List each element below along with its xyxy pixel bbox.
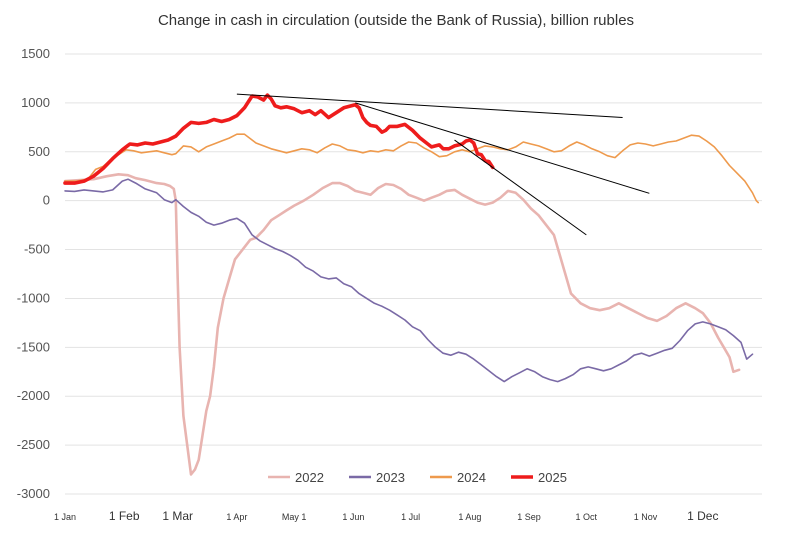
y-axis: 1500 1000 500 0 -500 -1000 -1500 -2000 -2500 -300… (17, 46, 50, 501)
legend-label-2025: 2025 (538, 470, 567, 485)
x-tick-label: 1 Nov (634, 512, 658, 522)
y-tick-label: 1500 (21, 46, 50, 61)
y-tick-label: 500 (28, 144, 50, 159)
y-tick-label: -1500 (17, 339, 50, 354)
series-line-2025 (63, 93, 495, 185)
series-line-2024 (64, 133, 759, 204)
trendlines (236, 93, 650, 236)
x-axis: 1 Jan 1 Feb 1 Mar 1 Apr May 1 1 Jun 1 Jul 1 Aug… (54, 509, 718, 523)
trendline (236, 93, 623, 119)
legend-label-2022: 2022 (295, 470, 324, 485)
y-tick-label: 0 (43, 193, 50, 208)
chart-title: Change in cash in circulation (outside t… (158, 12, 634, 29)
x-tick-label: 1 Dec (687, 509, 718, 523)
x-tick-label: May 1 (282, 512, 307, 522)
legend: 2022 2023 2024 2025 (268, 470, 567, 485)
x-tick-label: 1 Mar (162, 509, 193, 523)
y-tick-label: -2500 (17, 437, 50, 452)
x-tick-label: 1 Apr (226, 512, 247, 522)
x-tick-label: 1 Oct (576, 512, 598, 522)
series-line-2023 (64, 178, 754, 383)
legend-label-2023: 2023 (376, 470, 405, 485)
x-tick-label: 1 Sep (517, 512, 541, 522)
trendline (454, 139, 587, 236)
y-tick-label: -1000 (17, 290, 50, 305)
legend-label-2024: 2024 (457, 470, 486, 485)
series-line-2022 (63, 173, 741, 476)
series-lines (63, 93, 759, 476)
y-tick-label: 1000 (21, 95, 50, 110)
y-tick-label: -3000 (17, 486, 50, 501)
trendline (355, 102, 650, 194)
y-tick-label: -500 (24, 242, 50, 257)
y-tick-label: -2000 (17, 388, 50, 403)
x-tick-label: 1 Jan (54, 512, 76, 522)
x-tick-label: 1 Feb (109, 509, 140, 523)
x-tick-label: 1 Aug (458, 512, 481, 522)
x-tick-label: 1 Jun (342, 512, 364, 522)
x-tick-label: 1 Jul (401, 512, 420, 522)
grid (65, 53, 762, 495)
